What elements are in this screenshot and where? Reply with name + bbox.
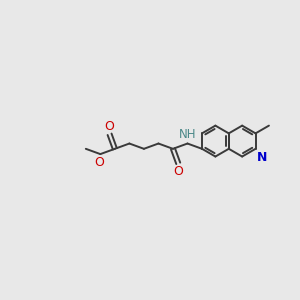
Text: O: O (94, 156, 104, 169)
Text: O: O (105, 120, 115, 133)
Text: O: O (173, 165, 183, 178)
Text: NH: NH (179, 128, 196, 141)
Text: N: N (257, 151, 267, 164)
